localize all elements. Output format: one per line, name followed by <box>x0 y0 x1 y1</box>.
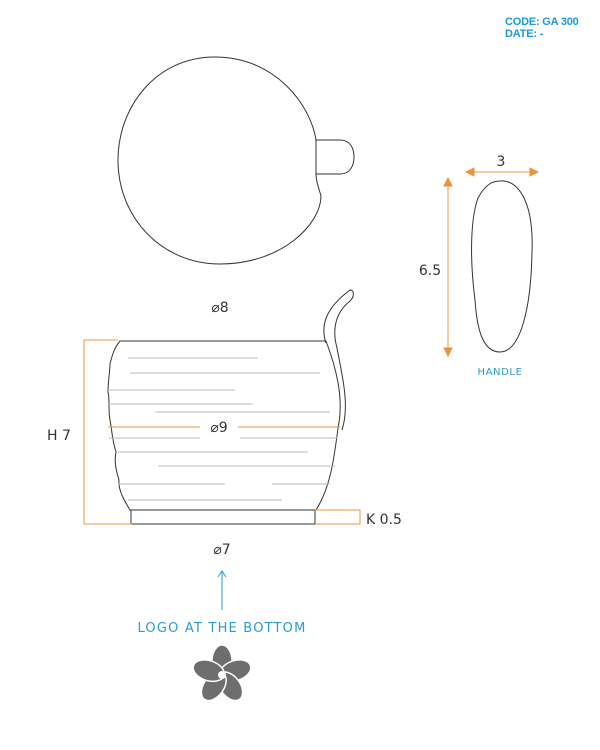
lid-outline <box>117 56 322 265</box>
handle-caption: HANDLE <box>477 367 522 378</box>
handle-stub-outline <box>315 139 355 175</box>
handle-height-dimension <box>443 176 453 358</box>
handle-height-label: 6.5 <box>419 263 441 279</box>
height-guide <box>83 339 132 525</box>
drawing-date: DATE: - <box>505 28 544 40</box>
handle-width-label: 3 <box>497 154 506 170</box>
top-view <box>117 56 355 265</box>
arrowhead-right <box>529 167 540 177</box>
height-label: H 7 <box>47 428 71 444</box>
arrowhead-bottom <box>443 347 453 358</box>
side-view <box>83 289 361 525</box>
handle-profile-outline <box>471 180 533 353</box>
body-grooves <box>108 357 337 501</box>
foot-base <box>130 509 316 525</box>
dimension-guides <box>83 339 361 525</box>
handle-detail <box>443 167 540 358</box>
title-block: CODE: GA 300 DATE: - <box>505 16 579 40</box>
lid-diameter-label: ⌀8 <box>211 300 228 316</box>
foot-label: K 0.5 <box>366 512 402 528</box>
arrowhead-top <box>443 176 453 187</box>
arrow-up-icon <box>217 570 227 610</box>
foot-guide <box>315 509 361 525</box>
frangipani-flower-icon <box>192 644 252 702</box>
cup-body-outline <box>107 340 341 511</box>
product-code: CODE: GA 300 <box>505 16 579 28</box>
logo-note-label: LOGO AT THE BOTTOM <box>137 621 306 636</box>
handle-width-dimension <box>464 167 540 177</box>
arrowhead-left <box>464 167 475 177</box>
base-diameter-label: ⌀7 <box>213 542 230 558</box>
body-diameter-label: ⌀9 <box>210 420 227 436</box>
cup-handle-side <box>323 289 354 431</box>
